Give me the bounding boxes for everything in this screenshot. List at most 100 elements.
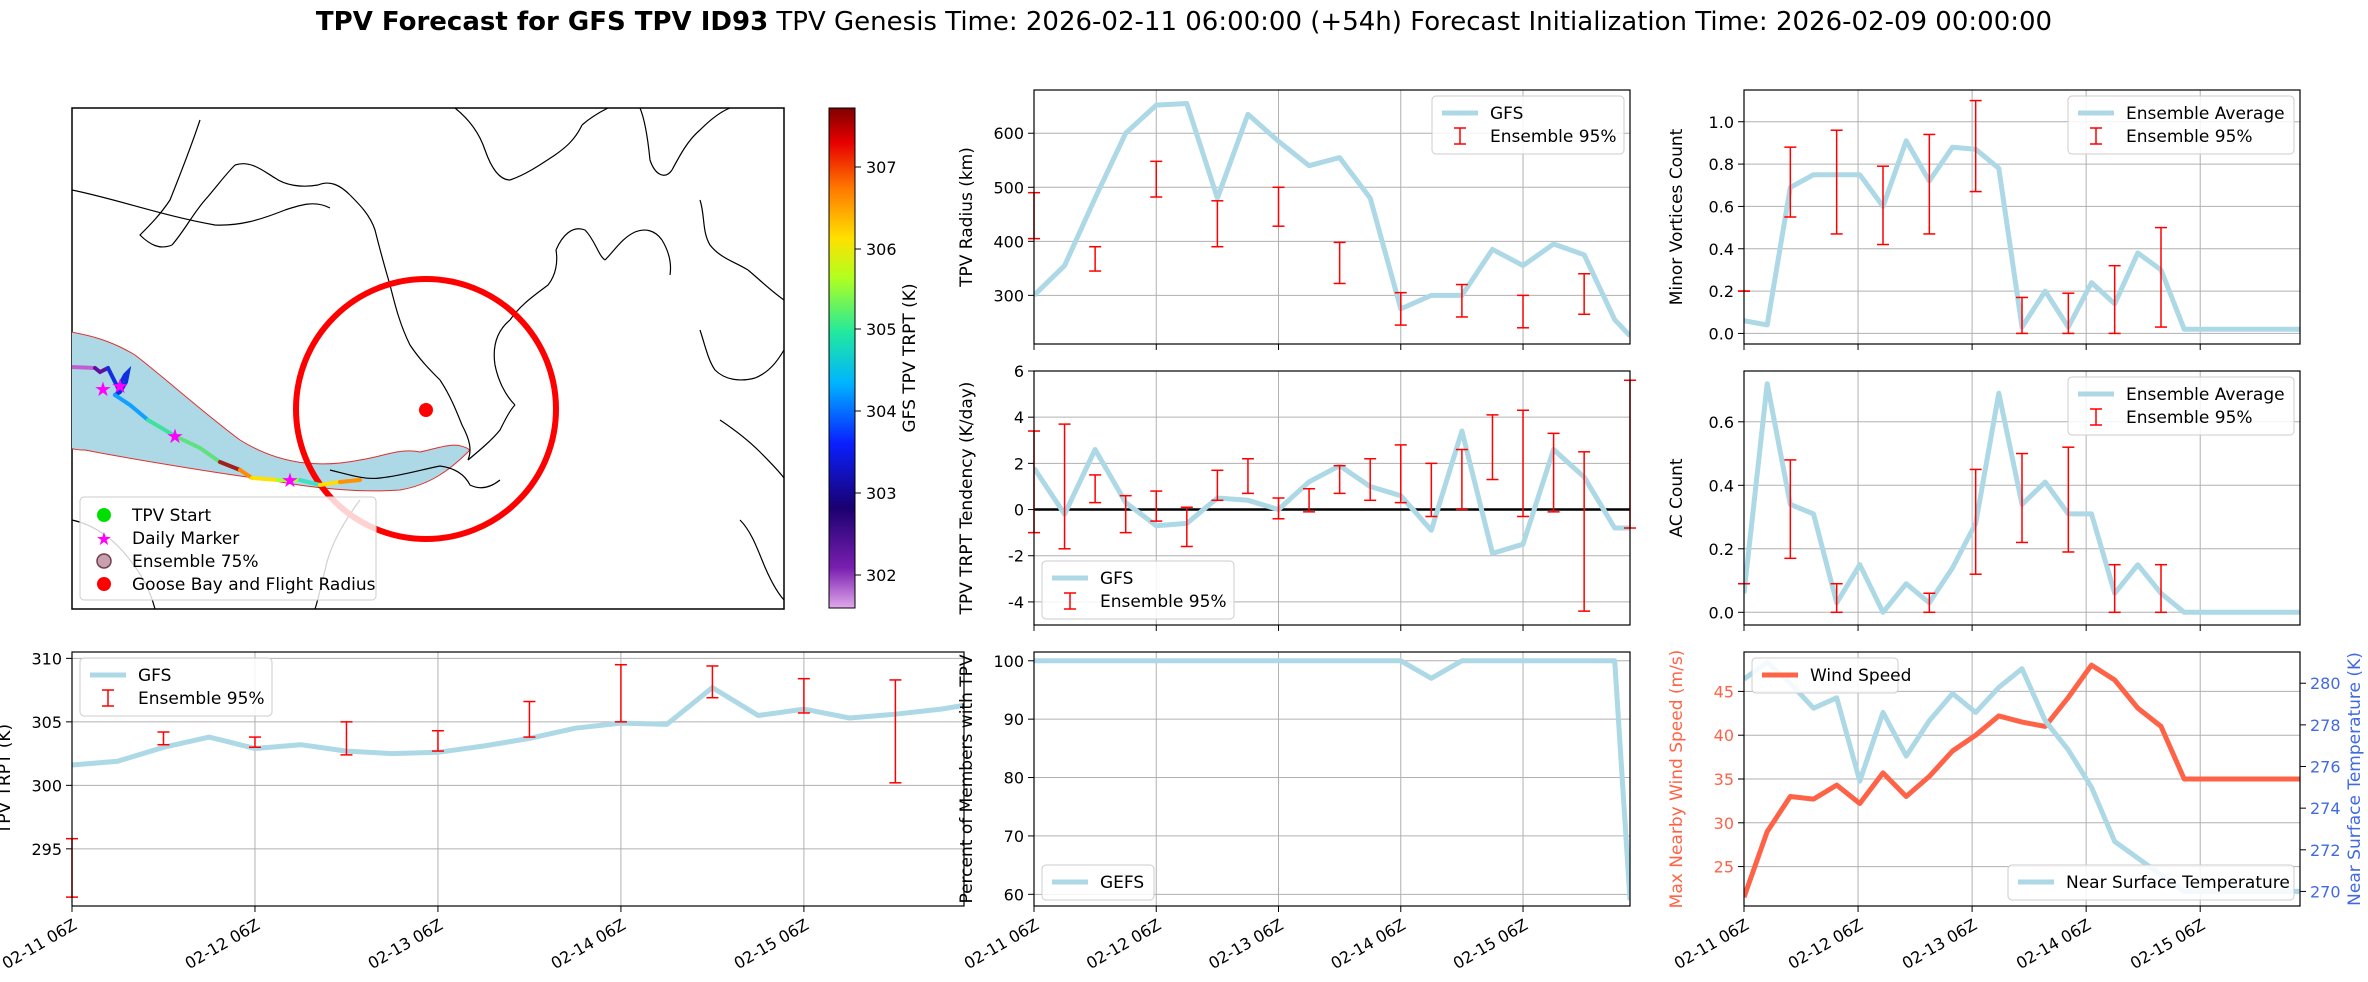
map-panel: ★ ★ ★ ★ TPV Start ★ Daily Marker Ensembl… xyxy=(71,107,920,610)
legend-label: GFS xyxy=(1490,104,1523,124)
x-tick-label: 02-12 06Z xyxy=(1083,915,1164,973)
errorbar xyxy=(2155,226,2167,328)
tpv-track xyxy=(72,365,362,487)
errorbar xyxy=(1969,468,1982,575)
y-axis-label: AC Count xyxy=(1667,458,1687,537)
colorbar-ticks: 302 303 304 305 306 307 xyxy=(855,158,897,585)
daily-markers: ★ ★ ★ ★ xyxy=(94,374,299,492)
errorbar xyxy=(2016,296,2028,335)
x-tick-label: 02-15 06Z xyxy=(1450,915,1531,973)
legend-label: Ensemble 95% xyxy=(2126,408,2253,428)
axes-frame xyxy=(1743,651,2301,907)
y-tick-label: 0 xyxy=(1014,501,1024,520)
y-tick-label: 2 xyxy=(1014,454,1024,473)
y-tick-label: -2 xyxy=(1008,547,1024,566)
y-tick-label: 90 xyxy=(1004,710,1024,729)
errorbar xyxy=(1364,457,1377,502)
ensemble-75-area xyxy=(72,331,471,492)
colorbar-tick-label: 303 xyxy=(866,484,897,503)
y-tick-label: 0.4 xyxy=(1709,240,1734,259)
legend-box xyxy=(79,657,273,717)
y-tick-label: 35 xyxy=(1714,770,1734,789)
y-tick-label: 45 xyxy=(1714,682,1734,701)
x-tick-label: 02-12 06Z xyxy=(182,915,263,973)
y-tick-label: 40 xyxy=(1714,726,1734,745)
axes-frame xyxy=(1743,89,2301,345)
errorbar xyxy=(1425,462,1438,518)
errorbar xyxy=(2062,446,2075,553)
y-tick-label: 30 xyxy=(1714,814,1734,833)
y-tick-label: -4 xyxy=(1008,593,1024,612)
errorbar xyxy=(1119,494,1132,534)
y-tick-label: 0.6 xyxy=(1709,413,1734,432)
errorbar xyxy=(2062,292,2075,335)
errorbar xyxy=(889,679,902,784)
chart-minor: 0.0 0.2 0.4 0.6 0.8 1.0 Minor Vortices Count En… xyxy=(1667,89,2301,350)
errorbar xyxy=(1784,459,1797,560)
colorbar-label: GFS TPV TRPT (K) xyxy=(900,283,920,432)
colorbar-tick-label: 305 xyxy=(866,320,897,339)
colorbar-tick-label: 306 xyxy=(866,240,897,259)
x-tick-label: 02-13 06Z xyxy=(365,915,446,973)
axes-frame xyxy=(1033,370,1631,626)
y-tick-label: 0.0 xyxy=(1709,603,1734,622)
errorbar xyxy=(1547,432,1560,513)
flight-radius-circle xyxy=(293,276,559,542)
map-legend-label: TPV Start xyxy=(131,506,212,526)
errorbar xyxy=(1486,414,1499,481)
errorbar xyxy=(1394,444,1407,504)
legend-label: Ensemble Average xyxy=(2126,385,2285,405)
errorbar xyxy=(1923,592,1936,614)
y2-tick-label: 278 xyxy=(2310,716,2341,735)
errorbar xyxy=(1877,165,1889,246)
daily-marker: ★ xyxy=(281,468,299,492)
goose-bay-marker xyxy=(419,403,433,417)
y-tick-label: 300 xyxy=(31,776,62,795)
legend-label: Ensemble 95% xyxy=(1490,127,1617,147)
errorbar xyxy=(1923,133,1936,235)
legend-label: Ensemble 95% xyxy=(138,689,265,709)
daily-marker: ★ xyxy=(166,424,184,448)
y-tick-label: 60 xyxy=(1004,885,1024,904)
errorbar xyxy=(1830,582,1843,614)
title-spacer-1 xyxy=(768,7,776,37)
y-tick-label: 0.4 xyxy=(1709,476,1734,495)
y-axis-label: TPV Radius (km) xyxy=(957,147,977,288)
legend-label: Ensemble Average xyxy=(2126,104,2285,124)
errorbar xyxy=(1830,129,1843,235)
y-axis-label: TPV TRPT Tendency (K/day) xyxy=(957,382,977,616)
chart-trpt: 295 300 305 310 TPV TRPT (K) 02-11 06Z 02-12 0… xyxy=(0,649,965,973)
x-tick-label: 02-14 06Z xyxy=(2013,915,2094,973)
errorbar xyxy=(1303,488,1316,513)
errorbar xyxy=(797,677,810,714)
x-tick-label: 02-11 06Z xyxy=(961,915,1042,973)
x-tick-label: 02-13 06Z xyxy=(1205,915,1286,973)
errorbar xyxy=(1333,464,1346,495)
errorbar xyxy=(431,729,444,752)
x-tick-label: 02-14 06Z xyxy=(548,915,629,973)
x-tick-label: 02-13 06Z xyxy=(1899,915,1980,973)
daily-marker: ★ xyxy=(94,377,112,401)
errorbar xyxy=(706,665,719,699)
legend-label: Ensemble 95% xyxy=(1100,592,1227,612)
legend-label: GFS xyxy=(138,666,171,686)
legend-label: GEFS xyxy=(1100,873,1144,893)
x-tick-label: 02-15 06Z xyxy=(731,915,812,973)
x-tick-label: 02-11 06Z xyxy=(0,915,80,973)
y-tick-label: 0.8 xyxy=(1709,155,1734,174)
legend: Ensemble Average Ensemble 95% xyxy=(2067,376,2295,436)
axes-frame xyxy=(71,651,965,907)
legend-box xyxy=(2067,95,2295,155)
errorbar xyxy=(1211,469,1224,502)
y-tick-label: 0.2 xyxy=(1709,282,1734,301)
y-tick-label: 305 xyxy=(31,713,62,732)
chart-tendency: -4 -2 0 2 4 6 TPV TRPT Tendency (K/day) GFS Ense… xyxy=(957,362,1636,631)
x-tick-label: 02-11 06Z xyxy=(1671,915,1752,973)
legend: GEFS xyxy=(1041,864,1155,901)
map-legend-label: Ensemble 75% xyxy=(132,552,259,572)
errorbar xyxy=(1150,490,1163,522)
colorbar-tick-label: 302 xyxy=(866,566,897,585)
series-line xyxy=(1744,662,2300,899)
y-axis-label: Minor Vortices Count xyxy=(1667,128,1687,305)
